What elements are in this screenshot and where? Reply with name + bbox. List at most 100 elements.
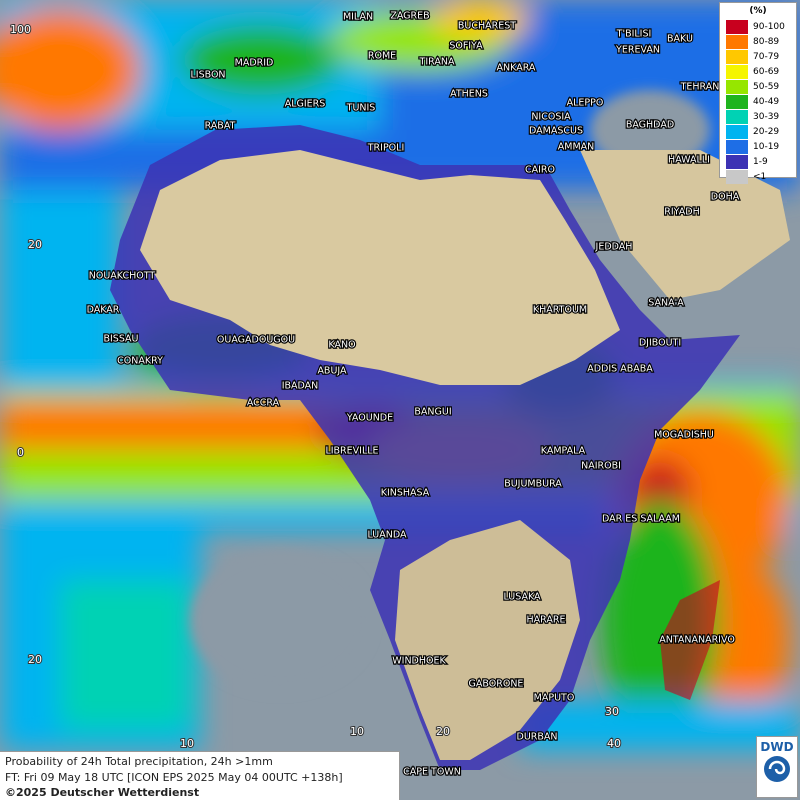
city-label: WINDHOEK bbox=[392, 656, 446, 667]
info-line: Probability of 24h Total precipitation, … bbox=[5, 755, 273, 768]
city-label: YAOUNDE bbox=[346, 413, 393, 424]
city-label: BISSAU bbox=[103, 334, 138, 345]
city-label: RABAT bbox=[205, 121, 236, 132]
city-label: ATHENS bbox=[450, 89, 488, 100]
city-label: ANKARA bbox=[497, 63, 536, 74]
city-label: KAMPALA bbox=[541, 446, 586, 457]
city-label: MOGADISHU bbox=[654, 430, 714, 441]
legend-item: 20-29 bbox=[720, 124, 796, 139]
legend-label: 50-59 bbox=[753, 81, 780, 92]
city-label: TEHRAN bbox=[680, 82, 720, 93]
legend-label: 40-49 bbox=[753, 96, 780, 107]
city-label: SANA'A bbox=[648, 298, 684, 309]
grid-label: 20 bbox=[28, 238, 42, 251]
city-label: LISBON bbox=[190, 70, 225, 81]
logo-text: DWD bbox=[760, 740, 794, 754]
legend-item: 60-69 bbox=[720, 64, 796, 79]
grid-label: 20 bbox=[28, 653, 42, 666]
city-label: ACCRA bbox=[247, 398, 280, 409]
city-label: BUCHAREST bbox=[458, 21, 516, 32]
city-label: KINSHASA bbox=[381, 488, 430, 499]
city-label: TUNIS bbox=[346, 103, 376, 114]
info-line: FT: Fri 09 May 18 UTC [ICON EPS 2025 May… bbox=[5, 770, 343, 784]
city-label: TIRANA bbox=[419, 57, 455, 68]
legend-swatch bbox=[726, 34, 748, 49]
legend-item: 40-49 bbox=[720, 94, 796, 109]
city-label: NICOSIA bbox=[531, 112, 571, 123]
city-label: MILAN bbox=[343, 12, 373, 23]
city-label: MAPUTO bbox=[534, 693, 575, 704]
city-label: DAMASCUS bbox=[529, 126, 583, 137]
legend-label: 90-100 bbox=[753, 21, 785, 32]
grid-label: 100 bbox=[10, 23, 31, 36]
city-label: LUANDA bbox=[367, 530, 407, 541]
grid-label: 10 bbox=[350, 725, 364, 738]
grid-label: 10 bbox=[180, 737, 194, 750]
city-label: BAKU bbox=[667, 34, 693, 45]
legend: (%) 90-100 80-89 70-79 60-69 50-59 40-49 30-39… bbox=[719, 2, 797, 184]
grid-label: 20 bbox=[436, 725, 450, 738]
legend-title: (%) bbox=[749, 6, 767, 16]
grid-label: 0 bbox=[17, 446, 24, 459]
legend-item: 70-79 bbox=[720, 49, 796, 64]
city-label: YEREVAN bbox=[615, 45, 660, 56]
legend-swatch bbox=[726, 79, 748, 94]
city-label: ROME bbox=[368, 51, 396, 62]
city-label: ABUJA bbox=[317, 366, 347, 377]
city-label: KHARTOUM bbox=[533, 305, 587, 316]
legend-label: 20-29 bbox=[753, 126, 780, 137]
city-label: CAPE TOWN bbox=[403, 767, 461, 778]
legend-label: 80-89 bbox=[753, 36, 780, 47]
city-label: NAIROBI bbox=[581, 461, 621, 472]
labels: MILAN ZAGREB BUCHAREST T'BILISI BAKU ROME SOFI… bbox=[9, 9, 741, 778]
southern-africa bbox=[395, 520, 580, 760]
city-label: TRIPOLI bbox=[367, 143, 405, 154]
legend-label: <1 bbox=[753, 171, 767, 182]
logo-icon bbox=[764, 756, 790, 782]
legend-swatch bbox=[726, 154, 748, 169]
city-label: BUJUMBURA bbox=[504, 479, 562, 490]
city-label: ALEPPO bbox=[567, 98, 604, 109]
legend-swatch bbox=[726, 169, 748, 184]
legend-swatch bbox=[726, 94, 748, 109]
legend-swatch bbox=[726, 139, 748, 154]
info-box: Probability of 24h Total precipitation, … bbox=[0, 751, 400, 800]
city-label: DURBAN bbox=[517, 732, 558, 743]
legend-label: 30-39 bbox=[753, 111, 780, 122]
city-label: HAWALLI bbox=[668, 155, 710, 166]
legend-item: 80-89 bbox=[720, 34, 796, 49]
city-label: CONAKRY bbox=[117, 356, 163, 367]
legend-label: 60-69 bbox=[753, 66, 780, 77]
legend-item: 10-19 bbox=[720, 139, 796, 154]
city-label: ZAGREB bbox=[390, 11, 429, 22]
legend-swatch bbox=[726, 19, 748, 34]
city-label: LUSAKA bbox=[503, 592, 541, 603]
city-label: OUAGADOUGOU bbox=[217, 335, 295, 346]
legend-swatch bbox=[726, 124, 748, 139]
grid-label: 40 bbox=[607, 737, 621, 750]
city-label: GABORONE bbox=[469, 679, 524, 690]
legend-item: 90-100 bbox=[720, 19, 796, 34]
city-label: HARARE bbox=[527, 615, 566, 626]
info-line: ©2025 Deutscher Wetterdienst bbox=[5, 786, 200, 799]
grid-label: 30 bbox=[605, 705, 619, 718]
city-label: SOFIYA bbox=[449, 41, 483, 52]
city-label: MADRID bbox=[235, 58, 274, 69]
legend-swatch bbox=[726, 64, 748, 79]
legend-swatch bbox=[726, 109, 748, 124]
city-label: BANGUI bbox=[414, 407, 451, 418]
city-label: CAIRO bbox=[525, 165, 555, 176]
legend-item: 30-39 bbox=[720, 109, 796, 124]
city-label: DJIBOUTI bbox=[639, 338, 681, 349]
madagascar bbox=[660, 580, 720, 700]
legend-item: 50-59 bbox=[720, 79, 796, 94]
city-label: RIYADH bbox=[664, 207, 699, 218]
logo[interactable]: DWD bbox=[756, 736, 798, 798]
city-label: T'BILISI bbox=[616, 29, 652, 40]
city-label: DAR ES SALAAM bbox=[602, 514, 680, 525]
legend-item: <1 bbox=[720, 169, 796, 184]
legend-label: 1-9 bbox=[753, 156, 768, 167]
city-label: ANTANANARIVO bbox=[659, 635, 735, 646]
city-label: JEDDAH bbox=[595, 242, 633, 253]
legend-label: 10-19 bbox=[753, 141, 780, 152]
